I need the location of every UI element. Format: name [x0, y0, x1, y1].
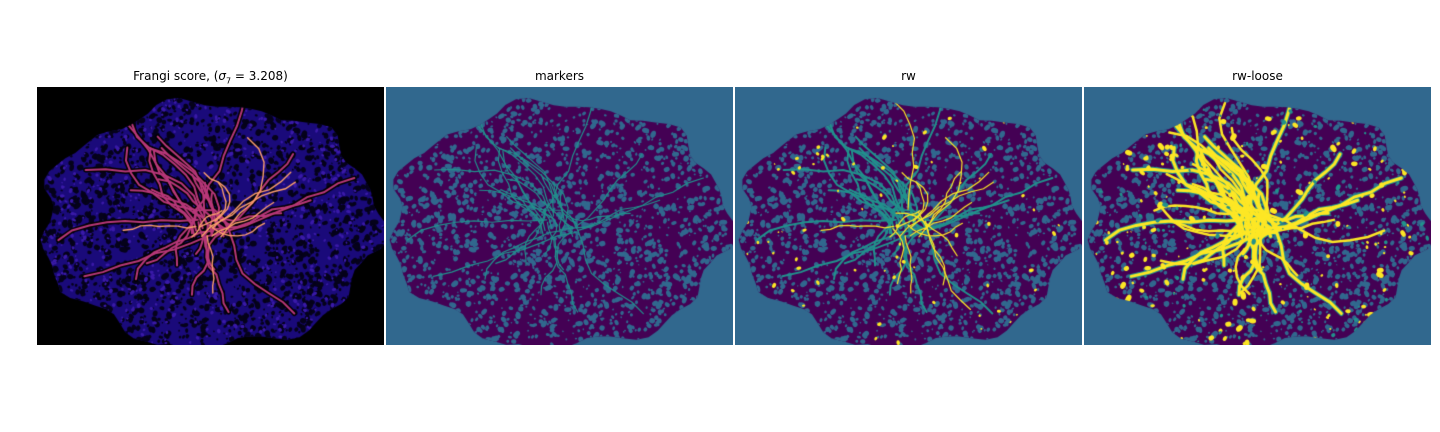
- frangi-score-image: [37, 87, 384, 345]
- rw-loose-image: [1084, 87, 1431, 345]
- panel-markers: markers: [386, 66, 733, 345]
- panel-title-markers: markers: [534, 69, 585, 83]
- panel-rw-loose: rw-loose: [1084, 66, 1431, 345]
- panel-rw: rw: [735, 66, 1082, 345]
- rw-image: [735, 87, 1082, 345]
- panel-frangi: Frangi score, (σ7 = 3.208): [37, 66, 384, 345]
- panel-title-frangi: Frangi score, (σ7 = 3.208): [133, 69, 288, 86]
- markers-image: [386, 87, 733, 345]
- panel-title-rw-loose: rw-loose: [1232, 69, 1283, 83]
- panel-title-rw: rw: [901, 69, 916, 83]
